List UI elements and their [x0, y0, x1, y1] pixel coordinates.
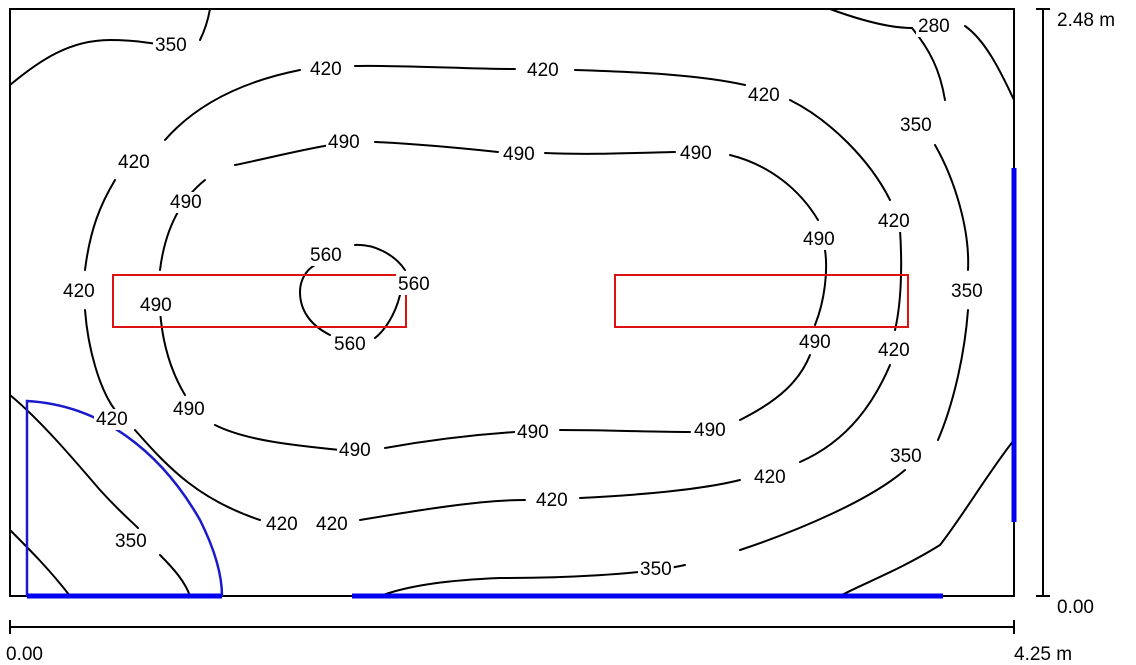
- label-halo: [171, 399, 207, 420]
- label-420: 420: [266, 514, 298, 535]
- label-halo: [168, 192, 204, 213]
- label-halo: [264, 514, 300, 535]
- label-490: 490: [328, 132, 360, 153]
- label-490: 490: [140, 295, 172, 316]
- label-halo: [501, 144, 537, 165]
- isoline-350-right-lower: [839, 439, 1015, 597]
- label-halo: [94, 409, 130, 430]
- isoline-490-inner: [159, 141, 828, 451]
- label-350: 350: [155, 35, 187, 56]
- isoline-350-right: [379, 27, 970, 597]
- label-halo: [308, 59, 344, 80]
- isoline-350-top-left: [9, 8, 211, 86]
- label-halo: [752, 467, 788, 488]
- label-halo: [692, 420, 728, 441]
- label-halo: [746, 85, 782, 106]
- label-490: 490: [173, 399, 205, 420]
- label-420: 420: [748, 85, 780, 106]
- isoline-labels: 280 350 350 350 350 350 350 420 420 420 …: [61, 16, 985, 580]
- label-halo: [396, 274, 432, 295]
- label-halo: [525, 60, 561, 81]
- label-490: 490: [339, 440, 371, 461]
- label-halo: [916, 16, 952, 37]
- label-halo: [153, 35, 189, 56]
- label-420: 420: [96, 409, 128, 430]
- label-560: 560: [334, 334, 366, 355]
- label-350: 350: [890, 446, 922, 467]
- luminaire-left: [112, 274, 407, 328]
- label-560: 560: [310, 245, 342, 266]
- label-490: 490: [503, 144, 535, 165]
- label-halo: [332, 334, 368, 355]
- label-halo: [876, 211, 912, 232]
- label-490: 490: [803, 229, 835, 250]
- label-halo: [949, 281, 985, 302]
- isoline-280-top-right: [829, 8, 1015, 101]
- vertical-dimension: 2.48 m 0.00: [1036, 8, 1115, 618]
- dimension-bottom-label: 0.00: [1057, 597, 1094, 618]
- label-halo: [308, 245, 344, 266]
- label-350: 350: [115, 531, 147, 552]
- label-420: 420: [118, 152, 150, 173]
- horizontal-dimension: 0.00 4.25 m: [6, 620, 1072, 665]
- label-halo: [337, 440, 373, 461]
- label-halo: [876, 340, 912, 361]
- dimension-left-label: 0.00: [6, 644, 43, 665]
- dimension-top-label: 2.48 m: [1057, 10, 1115, 31]
- label-halo: [638, 559, 674, 580]
- isoline-350-bottom-left: [9, 394, 191, 597]
- label-420: 420: [63, 281, 95, 302]
- label-420: 420: [316, 514, 348, 535]
- label-420: 420: [878, 340, 910, 361]
- label-halo: [116, 152, 152, 173]
- label-halo: [515, 422, 551, 443]
- door-swing: [25, 399, 224, 597]
- label-halo: [138, 295, 174, 316]
- isoline-420-outer: [84, 64, 903, 521]
- contour-lines: [9, 8, 1015, 597]
- label-halo: [898, 115, 934, 136]
- label-560: 560: [398, 274, 430, 295]
- label-490: 490: [694, 420, 726, 441]
- label-halo: [326, 132, 362, 153]
- label-420: 420: [310, 59, 342, 80]
- isoline-560: [299, 243, 406, 339]
- label-halo: [678, 143, 714, 164]
- label-490: 490: [799, 332, 831, 353]
- label-halo: [113, 531, 149, 552]
- label-350: 350: [900, 115, 932, 136]
- label-490: 490: [170, 192, 202, 213]
- label-420: 420: [527, 60, 559, 81]
- label-halo: [801, 229, 837, 250]
- label-halo: [534, 490, 570, 511]
- luminaire-right: [614, 274, 909, 328]
- label-490: 490: [517, 422, 549, 443]
- label-350: 350: [951, 281, 983, 302]
- label-280: 280: [918, 16, 950, 37]
- label-420: 420: [536, 490, 568, 511]
- label-halo: [314, 514, 350, 535]
- label-420: 420: [878, 211, 910, 232]
- label-halo: [888, 446, 924, 467]
- dimension-right-label: 4.25 m: [1014, 644, 1072, 665]
- label-490: 490: [680, 143, 712, 164]
- label-350: 350: [640, 559, 672, 580]
- label-420: 420: [754, 467, 786, 488]
- label-halo: [797, 332, 833, 353]
- label-halo: [61, 281, 97, 302]
